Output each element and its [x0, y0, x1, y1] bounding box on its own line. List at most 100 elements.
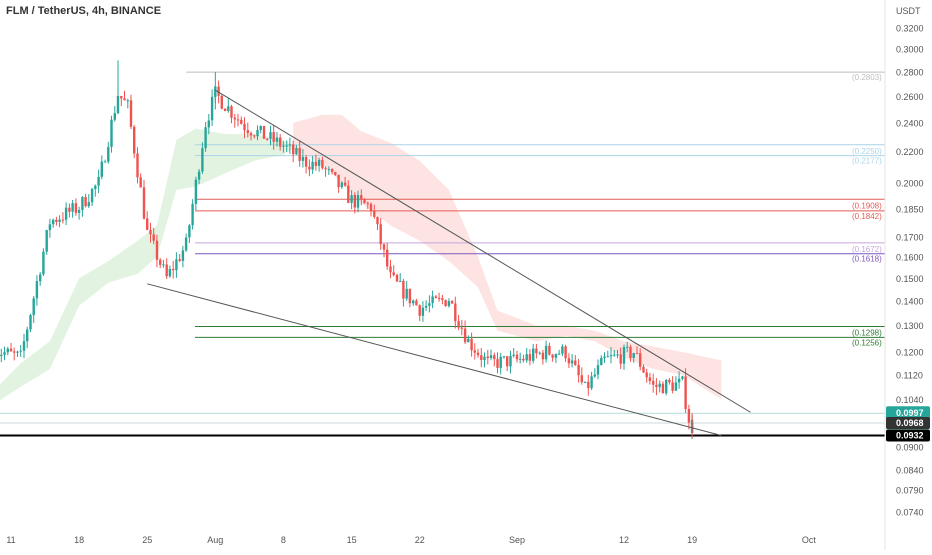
candle	[574, 360, 577, 365]
candle	[22, 341, 26, 351]
level-label: (0.2803)	[852, 73, 882, 82]
candle	[583, 381, 587, 383]
level-label: (0.1256)	[852, 338, 882, 347]
candle	[412, 300, 415, 304]
candle	[343, 182, 347, 186]
candle	[71, 203, 74, 212]
trendline-upper[interactable]	[215, 89, 751, 413]
candle	[347, 185, 350, 203]
candle	[541, 352, 545, 360]
candle	[285, 145, 288, 147]
candle	[665, 379, 668, 394]
candle	[613, 354, 616, 356]
candle	[674, 382, 678, 391]
candle	[188, 225, 191, 238]
candle	[201, 148, 204, 172]
trendlines[interactable]	[147, 89, 751, 437]
candle	[522, 358, 525, 361]
candle	[434, 296, 438, 298]
level-label: (0.1842)	[852, 212, 882, 221]
price-tick-label: 0.3000	[896, 45, 924, 55]
candle	[279, 137, 282, 147]
candle	[317, 159, 321, 166]
candle	[418, 305, 421, 316]
candle	[240, 119, 243, 124]
price-axis[interactable]: 0.3200 0.3000 0.2800 0.2600 0.2400 0.2200 0.20…	[896, 23, 924, 517]
candle	[544, 345, 548, 360]
candle	[55, 219, 58, 222]
candle	[266, 138, 269, 140]
candle	[561, 346, 564, 354]
candle	[603, 356, 606, 358]
candle	[525, 354, 528, 361]
candle	[246, 130, 249, 134]
candle	[444, 300, 447, 307]
candle	[431, 296, 434, 304]
level-label: (0.1298)	[852, 329, 882, 338]
horizontal-levels: (0.2803) (0.2250)(0.2177) (0.1908) (0.1842)…	[0, 71, 885, 437]
candle	[19, 350, 22, 352]
candle	[648, 377, 652, 381]
candle	[129, 100, 133, 127]
last-price-value: 0.0997	[896, 408, 924, 418]
candle	[74, 203, 78, 213]
price-tick-label: 0.1850	[896, 205, 924, 215]
candle	[392, 272, 395, 275]
candle	[652, 380, 655, 385]
candle	[210, 96, 214, 121]
candle	[324, 168, 327, 170]
candle	[587, 381, 590, 389]
trendline-lower[interactable]	[147, 283, 722, 437]
candle	[408, 288, 412, 304]
candle	[194, 179, 198, 204]
candle	[165, 264, 168, 277]
candle	[275, 137, 279, 142]
price-tick-label: 0.1040	[896, 395, 924, 405]
price-tick-label: 0.2200	[896, 147, 924, 157]
candle	[369, 204, 373, 212]
time-tick-label: 8	[281, 535, 286, 545]
time-tick-label: 18	[74, 535, 84, 545]
candle	[90, 189, 94, 203]
candle	[136, 153, 139, 178]
candle	[590, 376, 593, 389]
candle	[450, 301, 454, 304]
candle	[373, 211, 376, 217]
candle	[272, 132, 275, 142]
ichimoku-cloud	[0, 114, 722, 401]
time-tick-label: 19	[687, 535, 697, 545]
candle	[642, 366, 645, 373]
mid-price-tag	[886, 417, 930, 429]
candle	[470, 338, 473, 351]
candle	[61, 219, 65, 221]
candle	[681, 376, 684, 379]
candle	[360, 195, 363, 200]
time-tick-label: 25	[142, 535, 152, 545]
candle	[596, 365, 600, 375]
support-price-tag	[886, 429, 930, 442]
price-tick-label: 0.1120	[896, 370, 923, 380]
candle	[632, 353, 635, 358]
time-axis[interactable]: 11 18 25 Aug 8 15 22 Sep 12 19 Oct	[6, 535, 816, 545]
price-tick-label: 0.2600	[896, 92, 924, 102]
candle	[110, 119, 113, 147]
candle	[259, 126, 262, 130]
level-label: (0.2250)	[852, 147, 882, 156]
price-tick-label: 0.1500	[896, 274, 924, 284]
price-tick-label: 0.0740	[896, 507, 924, 517]
candle	[480, 355, 483, 360]
cloud-bullish	[0, 128, 294, 401]
candle	[230, 106, 233, 118]
candle	[314, 161, 318, 166]
candle	[243, 123, 246, 131]
candle	[379, 224, 382, 245]
candle	[249, 133, 253, 136]
candle	[424, 305, 428, 308]
candle	[142, 187, 146, 219]
candle	[483, 356, 486, 360]
candle	[178, 259, 181, 261]
price-tick-label: 0.1700	[896, 232, 924, 242]
candle	[509, 355, 512, 367]
